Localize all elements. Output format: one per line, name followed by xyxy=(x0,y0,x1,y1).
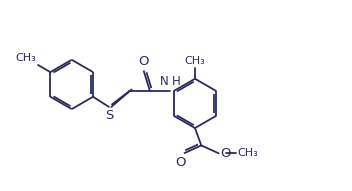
Text: N: N xyxy=(160,75,169,88)
Text: S: S xyxy=(105,109,113,122)
Text: CH₃: CH₃ xyxy=(184,56,205,66)
Text: O: O xyxy=(138,55,149,68)
Text: CH₃: CH₃ xyxy=(16,53,37,63)
Text: O: O xyxy=(175,156,186,169)
Text: H: H xyxy=(172,75,181,88)
Text: O: O xyxy=(220,147,231,160)
Text: CH₃: CH₃ xyxy=(238,148,258,158)
